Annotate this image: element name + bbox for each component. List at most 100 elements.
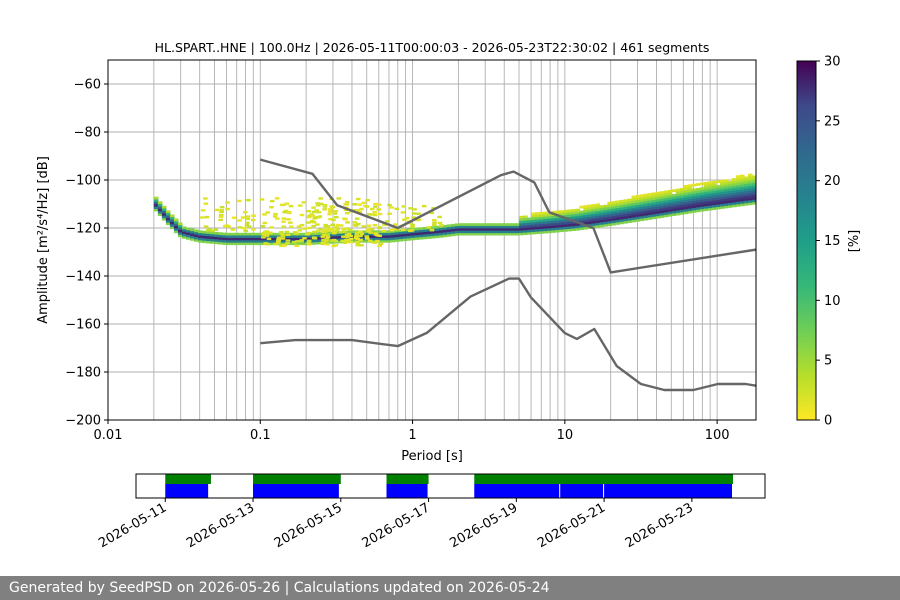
heatmap-cell — [667, 201, 673, 205]
heatmap-cell — [177, 229, 183, 233]
heatmap-cell — [691, 183, 697, 187]
heatmap-cell — [751, 185, 756, 188]
heatmap-cell — [286, 237, 291, 241]
heatmap-cell — [591, 208, 597, 212]
heatmap-cell — [539, 211, 544, 215]
heatmap-cell — [691, 198, 697, 201]
heatmap-cell — [210, 238, 215, 242]
heatmap-cell — [731, 194, 737, 198]
heatmap-cell — [627, 217, 633, 221]
heatmap-cell — [287, 210, 292, 214]
heatmap-cell — [719, 179, 725, 183]
heatmap-cell — [378, 230, 384, 234]
heatmap-cell — [503, 228, 508, 231]
heatmap-cell — [695, 207, 701, 210]
heatmap-cell — [507, 230, 512, 234]
heatmap-cell — [679, 204, 685, 208]
heatmap-cell — [651, 199, 657, 203]
heatmap-cell — [687, 193, 693, 197]
heatmap-cell — [495, 225, 500, 229]
heatmap-cell — [483, 232, 488, 236]
heatmap-cell — [250, 242, 255, 246]
heatmap-cell — [422, 226, 428, 230]
heatmap-cell — [655, 196, 661, 200]
heatmap-cell — [547, 223, 552, 226]
heatmap-cell — [479, 225, 484, 229]
heatmap-cell — [276, 239, 281, 243]
heatmap-cell — [327, 212, 332, 216]
heatmap-cell — [667, 197, 673, 200]
heatmap-cell — [225, 207, 230, 211]
heatmap-cell — [234, 240, 239, 243]
heatmap-cell — [535, 216, 540, 220]
heatmap-cell — [663, 200, 669, 203]
heatmap-cell — [683, 199, 689, 203]
heatmap-cell — [330, 236, 336, 239]
heatmap-cell — [527, 217, 532, 221]
heatmap-cell — [336, 223, 341, 227]
heatmap-cell — [611, 203, 617, 207]
heatmap-cell — [715, 189, 721, 193]
heatmap-cell — [507, 232, 512, 236]
heatmap-cell — [311, 224, 316, 228]
heatmap-cell — [495, 223, 500, 226]
heatmap-cell — [222, 234, 227, 238]
heatmap-cell — [563, 212, 568, 215]
heatmap-cell — [329, 239, 334, 242]
heatmap-cell — [743, 200, 749, 204]
heatmap-cell — [161, 213, 167, 216]
heatmap-cell — [219, 210, 224, 214]
heatmap-cell — [615, 207, 621, 211]
heatmap-cell — [703, 196, 709, 200]
x-axis-ticks: 0.01 0.1 1 10 100 — [94, 420, 730, 443]
heatmap-cell — [246, 225, 252, 228]
x-tick-label: 10 — [557, 428, 574, 443]
heatmap-cell — [695, 192, 701, 196]
heatmap-cell — [659, 207, 665, 211]
heatmap-cell — [306, 226, 312, 230]
heatmap-cell — [527, 220, 532, 223]
heatmap-cell — [567, 209, 572, 213]
heatmap-cell — [691, 202, 697, 206]
heatmap-cell — [276, 237, 282, 241]
heatmap-cell — [244, 221, 250, 225]
heatmap-cell — [462, 223, 468, 226]
heatmap-cell — [707, 195, 713, 199]
heatmap-cell — [430, 235, 436, 239]
heatmap-cell — [297, 204, 303, 207]
heatmap-cell — [269, 205, 274, 209]
heatmap-cell — [421, 204, 427, 208]
heatmap-cell — [743, 202, 749, 206]
heatmap-cell — [292, 231, 298, 234]
heatmap-cell — [575, 218, 580, 222]
y-tick-label: −120 — [65, 222, 101, 237]
heatmap-cell — [531, 229, 536, 233]
heatmap-cell — [675, 195, 681, 199]
heatmap-cell — [238, 240, 243, 243]
heatmap-cell — [365, 237, 370, 240]
heatmap-cell — [344, 233, 350, 237]
heatmap-cell — [161, 208, 167, 211]
heatmap-cell — [369, 228, 375, 231]
heatmap-cell — [723, 198, 729, 202]
heatmap-cell — [242, 227, 247, 230]
heatmap-cell — [238, 237, 243, 241]
heatmap-cell — [587, 209, 593, 213]
heatmap-cell — [603, 209, 609, 213]
heatmap-cell — [651, 202, 657, 205]
heatmap-cell — [243, 229, 249, 233]
heatmap-cell — [695, 204, 701, 208]
heatmap-cell — [579, 224, 584, 228]
heatmap-cell — [655, 208, 661, 212]
heatmap-cell — [711, 185, 717, 189]
heatmap-cell — [735, 196, 741, 200]
heatmap-cell — [643, 212, 649, 216]
heatmap-cell — [491, 223, 496, 226]
heatmap-cell — [378, 232, 384, 236]
heatmap-cell — [631, 198, 637, 201]
heatmap-cell — [286, 218, 291, 221]
heatmap-cell — [627, 213, 633, 216]
heatmap-cell — [250, 240, 255, 243]
heatmap-cell — [523, 229, 528, 233]
heatmap-cell — [675, 203, 681, 206]
